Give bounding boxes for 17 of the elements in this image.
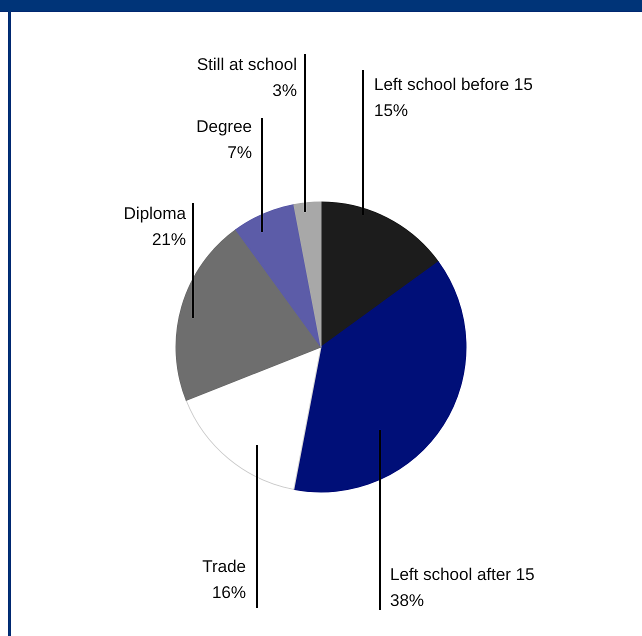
slice-label: Still at school: [196, 55, 297, 74]
data-label: 21%: [152, 230, 186, 249]
pie-slice: [186, 346, 322, 490]
data-label: 15%: [374, 101, 408, 120]
data-label: 38%: [390, 591, 424, 610]
pie-slice: [293, 202, 322, 348]
slice-label: Left school before 15: [374, 75, 533, 94]
data-label: 7%: [227, 143, 252, 162]
slice-label: Diploma: [124, 204, 187, 223]
pie-slice: [293, 261, 466, 492]
slice-label: Left school after 15: [390, 565, 535, 584]
slice-label: Trade: [202, 557, 246, 576]
pie-slice: [235, 204, 322, 348]
data-label: 16%: [212, 583, 246, 602]
slice-label: Degree: [196, 117, 252, 136]
data-label: 3%: [272, 81, 297, 100]
pie-slice: [320, 202, 439, 348]
